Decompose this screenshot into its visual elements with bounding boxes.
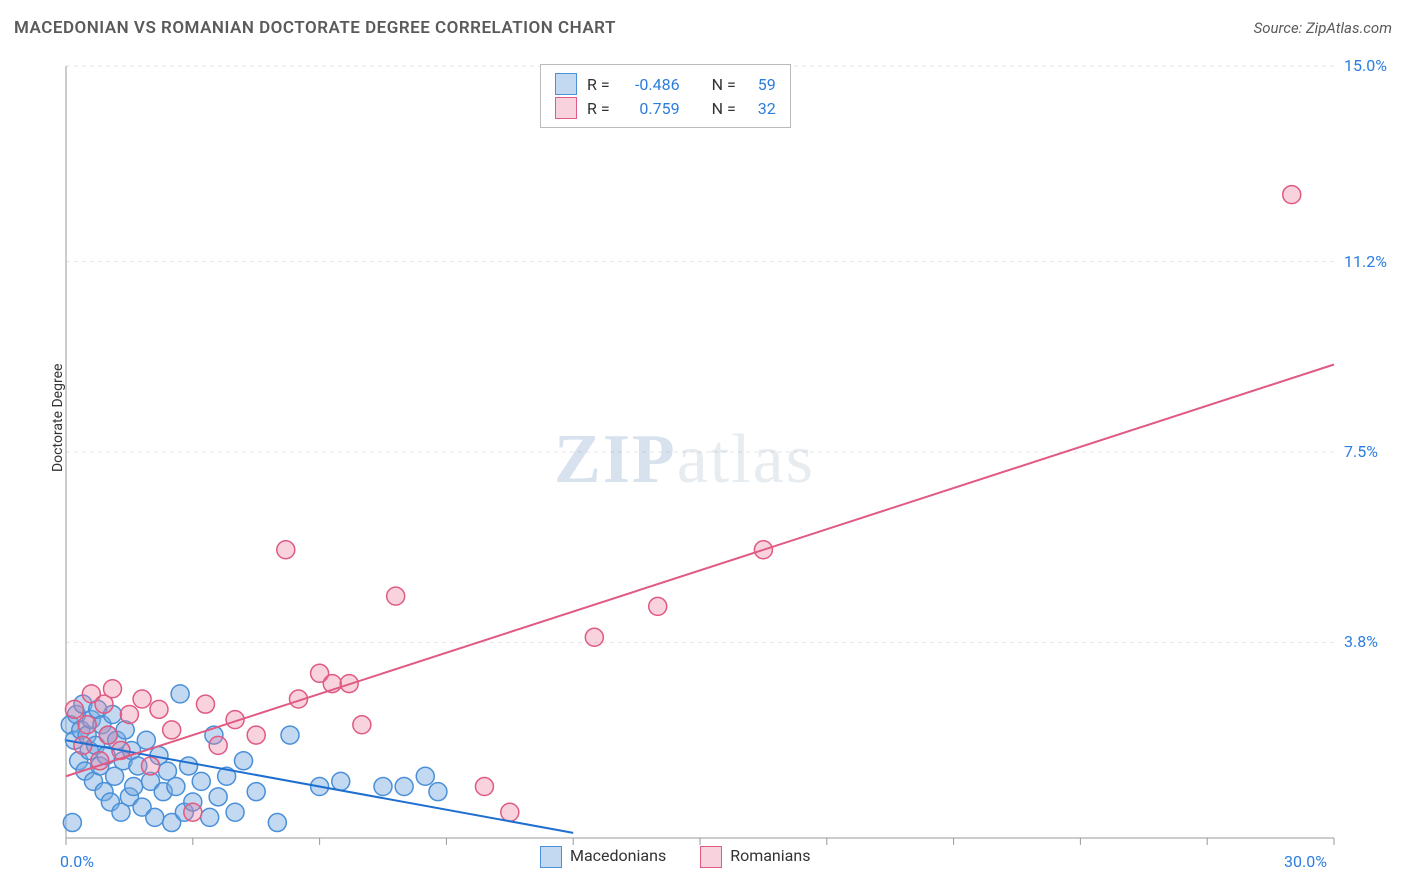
data-point	[226, 803, 244, 821]
series-legend: Macedonians Romanians	[540, 846, 810, 868]
data-point	[429, 783, 447, 801]
data-point	[78, 716, 96, 734]
legend-n-value: 59	[746, 75, 776, 94]
data-point	[163, 721, 181, 739]
legend-swatch	[540, 846, 562, 868]
legend-item: Romanians	[700, 846, 810, 868]
data-point	[184, 803, 202, 821]
data-point	[196, 695, 214, 713]
data-point	[120, 705, 138, 723]
data-point	[209, 788, 227, 806]
data-point	[133, 690, 151, 708]
legend-swatch	[555, 73, 577, 95]
data-point	[103, 680, 121, 698]
y-tick-label: 15.0%	[1344, 56, 1387, 75]
chart-title: MACEDONIAN VS ROMANIAN DOCTORATE DEGREE …	[14, 18, 616, 38]
data-point	[171, 685, 189, 703]
data-point	[387, 587, 405, 605]
legend-n-value: 32	[746, 99, 776, 118]
y-tick-label: 3.8%	[1344, 632, 1378, 651]
data-point	[332, 772, 350, 790]
data-point	[247, 726, 265, 744]
legend-swatch	[700, 846, 722, 868]
data-point	[475, 778, 493, 796]
data-point	[281, 726, 299, 744]
data-point	[585, 628, 603, 646]
chart-container: Doctorate Degree ZIPatlas R =-0.486N =59…	[14, 50, 1392, 878]
legend-swatch	[555, 97, 577, 119]
chart-source: Source: ZipAtlas.com	[1254, 19, 1392, 37]
data-point	[247, 783, 265, 801]
legend-r-value: -0.486	[620, 75, 680, 94]
legend-item: Macedonians	[540, 846, 666, 868]
data-point	[201, 808, 219, 826]
legend-r-value: 0.759	[620, 99, 680, 118]
data-point	[353, 716, 371, 734]
y-tick-label: 11.2%	[1344, 252, 1387, 271]
legend-r-label: R =	[587, 99, 610, 118]
data-point	[137, 731, 155, 749]
data-point	[395, 778, 413, 796]
trend-line	[66, 365, 1334, 777]
y-axis-label: Doctorate Degree	[50, 364, 66, 472]
data-point	[192, 772, 210, 790]
x-tick-label: 30.0%	[1284, 852, 1327, 871]
legend-r-label: R =	[587, 75, 610, 94]
data-point	[209, 736, 227, 754]
data-point	[649, 597, 667, 615]
data-point	[99, 726, 117, 744]
data-point	[501, 803, 519, 821]
chart-header: MACEDONIAN VS ROMANIAN DOCTORATE DEGREE …	[14, 18, 1392, 38]
data-point	[167, 778, 185, 796]
legend-n-label: N =	[712, 99, 736, 118]
legend-row: R = 0.759 N = 32	[555, 97, 776, 119]
data-point	[374, 778, 392, 796]
legend-row: R = -0.486 N = 59	[555, 73, 776, 95]
data-point	[235, 752, 253, 770]
x-tick-label: 0.0%	[60, 852, 94, 871]
data-point	[146, 808, 164, 826]
legend-label: Macedonians	[570, 846, 666, 865]
legend-label: Romanians	[730, 846, 810, 865]
data-point	[150, 700, 168, 718]
data-point	[142, 757, 160, 775]
data-point	[125, 778, 143, 796]
data-point	[268, 814, 286, 832]
data-point	[180, 757, 198, 775]
data-point	[277, 541, 295, 559]
correlation-scatter-chart	[14, 50, 1392, 878]
data-point	[63, 814, 81, 832]
data-point	[65, 700, 83, 718]
data-point	[416, 767, 434, 785]
legend-n-label: N =	[712, 75, 736, 94]
y-tick-label: 7.5%	[1344, 442, 1378, 461]
correlation-legend: R = -0.486 N = 59 R = 0.759 N = 32	[540, 64, 791, 128]
data-point	[1283, 186, 1301, 204]
